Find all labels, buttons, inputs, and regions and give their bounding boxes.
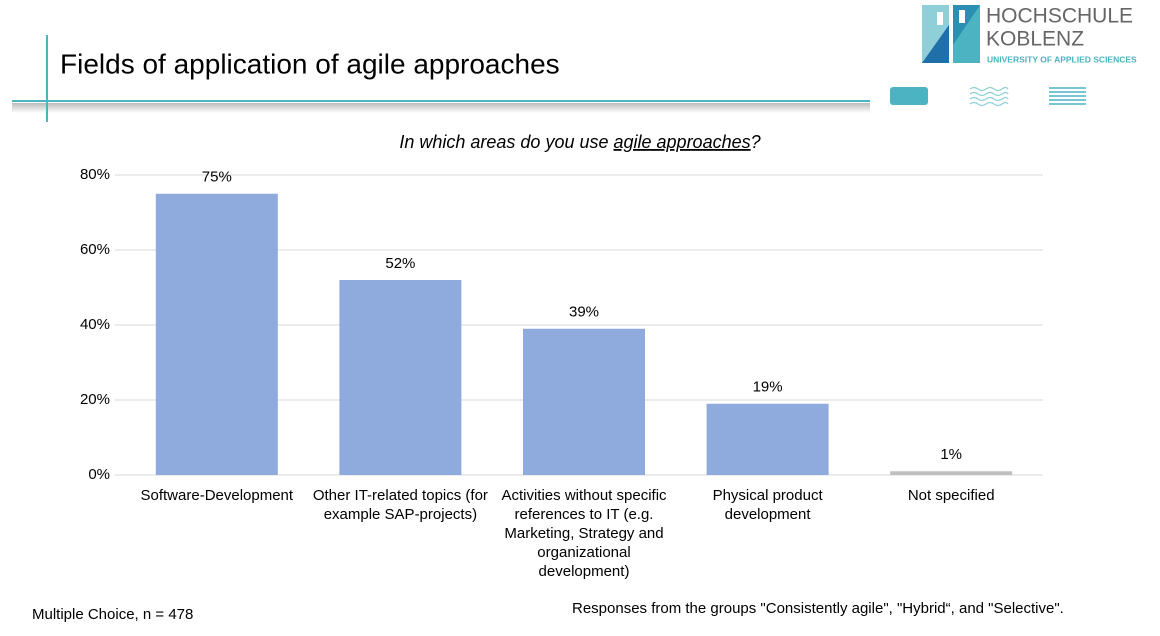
deco-lines <box>1049 87 1086 105</box>
logo-line2: KOBLENZ <box>986 28 1084 51</box>
bar <box>523 328 645 475</box>
logo-line1: HOCHSCHULE <box>986 5 1133 28</box>
logo-icon <box>922 5 980 63</box>
data-label: 19% <box>753 379 783 396</box>
chart-subtitle: In which areas do you use agile approach… <box>399 132 760 152</box>
footer-note: Multiple Choice, n = 478 <box>32 606 193 623</box>
bar <box>890 471 1013 475</box>
x-tick-label: Other IT-related topics (for example SAP… <box>312 487 488 523</box>
data-label: 75% <box>202 169 232 186</box>
logo-line3: UNIVERSITY OF APPLIED SCIENCES <box>987 54 1137 64</box>
y-tick-label: 40% <box>80 316 110 333</box>
x-tick-label: Not specified <box>907 487 995 504</box>
x-tick-label: Physical product development <box>712 487 823 523</box>
y-tick-label: 60% <box>80 241 110 258</box>
deco-block <box>890 87 928 105</box>
subtitle-text: In which areas do you use <box>399 132 613 152</box>
footer-note: Responses from the groups "Consistently … <box>572 600 1064 617</box>
y-tick-label: 80% <box>80 166 110 183</box>
subtitle-text: ? <box>751 132 761 152</box>
y-tick-label: 20% <box>80 391 110 408</box>
x-tick-label: Activities without specific references t… <box>501 487 667 580</box>
bar <box>155 193 278 475</box>
data-label: 1% <box>940 446 962 463</box>
bar <box>339 280 462 475</box>
header-shadow <box>12 103 870 113</box>
y-tick-label: 0% <box>88 466 110 483</box>
data-label: 39% <box>569 304 599 321</box>
page-title: Fields of application of agile approache… <box>60 48 560 79</box>
subtitle-emphasis: agile approaches <box>614 132 751 152</box>
bar <box>706 403 829 475</box>
data-label: 52% <box>385 255 415 272</box>
x-tick-label: Software-Development <box>140 487 294 504</box>
deco-waves <box>969 86 1009 107</box>
